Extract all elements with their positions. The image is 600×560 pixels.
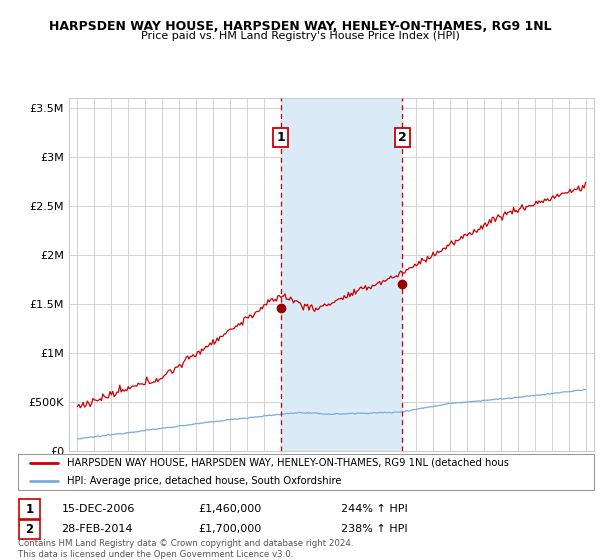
Text: £1,700,000: £1,700,000 — [199, 524, 262, 534]
Text: 28-FEB-2014: 28-FEB-2014 — [61, 524, 133, 534]
Text: 244% ↑ HPI: 244% ↑ HPI — [341, 504, 408, 514]
Text: 1: 1 — [25, 502, 34, 516]
Text: £1,460,000: £1,460,000 — [199, 504, 262, 514]
Text: Contains HM Land Registry data © Crown copyright and database right 2024.
This d: Contains HM Land Registry data © Crown c… — [18, 539, 353, 559]
Text: 238% ↑ HPI: 238% ↑ HPI — [341, 524, 408, 534]
Text: 1: 1 — [277, 130, 285, 144]
Text: 2: 2 — [25, 522, 34, 536]
Text: HPI: Average price, detached house, South Oxfordshire: HPI: Average price, detached house, Sout… — [67, 476, 341, 486]
Text: 2: 2 — [398, 130, 406, 144]
Text: Price paid vs. HM Land Registry's House Price Index (HPI): Price paid vs. HM Land Registry's House … — [140, 31, 460, 41]
Text: HARPSDEN WAY HOUSE, HARPSDEN WAY, HENLEY-ON-THAMES, RG9 1NL: HARPSDEN WAY HOUSE, HARPSDEN WAY, HENLEY… — [49, 20, 551, 32]
Text: 15-DEC-2006: 15-DEC-2006 — [61, 504, 135, 514]
Bar — [281, 98, 402, 451]
Text: HARPSDEN WAY HOUSE, HARPSDEN WAY, HENLEY-ON-THAMES, RG9 1NL (detached hous: HARPSDEN WAY HOUSE, HARPSDEN WAY, HENLEY… — [67, 458, 509, 468]
